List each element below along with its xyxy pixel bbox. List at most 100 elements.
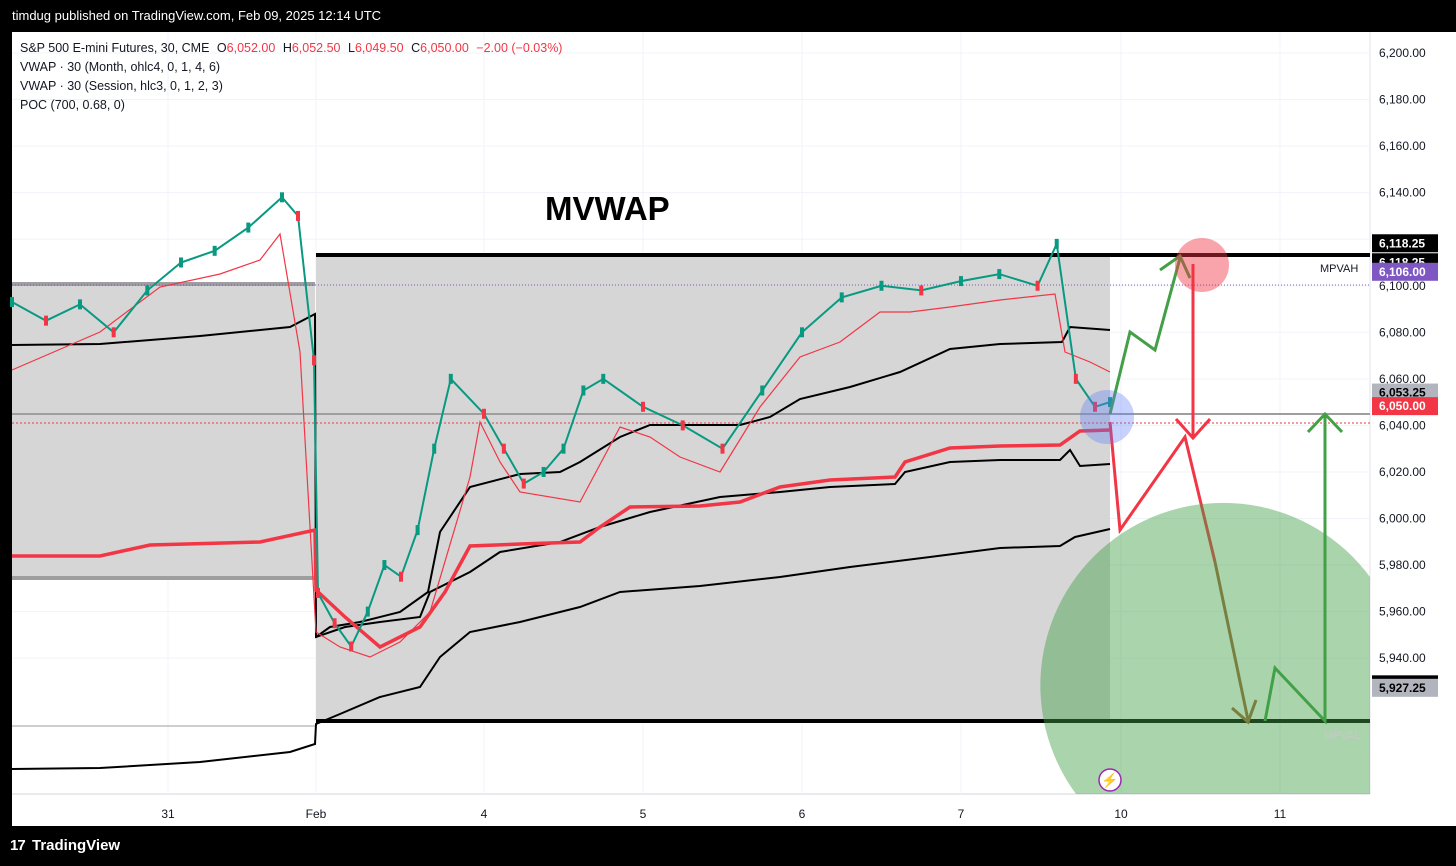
price-point xyxy=(44,315,48,326)
forecast-green-up xyxy=(1108,253,1344,725)
sell-zone-marker xyxy=(1175,238,1229,292)
price-point xyxy=(919,285,924,296)
price-point xyxy=(179,257,183,268)
time-tick-label: Feb xyxy=(306,807,327,821)
time-tick-label: 10 xyxy=(1114,807,1128,821)
legend-o-label: O xyxy=(217,41,227,55)
target-zone-circle xyxy=(1040,502,1370,794)
mpvah-label: MPVAH xyxy=(1320,263,1358,275)
price-label-text: 5,927.25 xyxy=(1379,681,1426,695)
price-point xyxy=(145,285,150,296)
legend-open: 6,052.00 xyxy=(227,41,276,55)
price-tick-label: 6,040.00 xyxy=(1379,418,1426,432)
price-point xyxy=(839,292,844,303)
price-point xyxy=(561,443,566,454)
price-label-text: 6,053.25 xyxy=(1379,386,1426,400)
price-point xyxy=(1108,397,1112,408)
price-tick-label: 6,200.00 xyxy=(1379,46,1426,60)
price-marks xyxy=(10,192,1112,652)
price-tick-label: 5,940.00 xyxy=(1379,651,1426,665)
price-point xyxy=(78,299,82,310)
price-point xyxy=(879,280,884,291)
lightning-icon[interactable]: ⚡ xyxy=(1098,768,1122,792)
price-tick-label: 5,980.00 xyxy=(1379,558,1426,572)
mpval-label: MPVAL xyxy=(1324,730,1360,742)
tradingview-logo[interactable]: 17 TradingView xyxy=(10,837,120,854)
time-tick-label: 7 xyxy=(958,807,965,821)
publish-text: timdug published on TradingView.com, Feb… xyxy=(12,8,382,23)
price-label-text: 6,106.00 xyxy=(1379,265,1426,279)
price-point xyxy=(316,587,320,598)
price-label-tag: 5,927.25 xyxy=(1372,678,1438,697)
price-point xyxy=(448,373,453,384)
legend-low: 6,049.50 xyxy=(355,41,404,55)
price-label-tag: 6,050.00 xyxy=(1372,397,1438,416)
price-label-bg xyxy=(1372,262,1438,281)
legend-change: −2.00 (−0.03%) xyxy=(476,41,562,55)
legend-h-label: H xyxy=(283,41,292,55)
prior-vah-line xyxy=(12,282,315,286)
price-label-tag: 6,053.25 xyxy=(1372,383,1438,402)
svg-text:S&P 500 E-mini Futures, 30, CM: S&P 500 E-mini Futures, 30, CME O6,052.0… xyxy=(20,41,562,55)
price-point xyxy=(760,385,765,396)
price-point xyxy=(1035,280,1040,291)
legend: S&P 500 E-mini Futures, 30, CME O6,052.0… xyxy=(20,41,562,112)
price-label-bg xyxy=(1372,234,1438,253)
legend-line-3: POC (700, 0.68, 0) xyxy=(20,98,125,112)
price-point xyxy=(382,560,387,571)
price-point xyxy=(212,245,217,256)
price-point xyxy=(1093,401,1097,412)
time-tick-label: 4 xyxy=(481,807,488,821)
price-labels: 6,118.256,118.256,106.006,053.256,050.00… xyxy=(1372,234,1438,697)
price-point xyxy=(601,373,606,384)
price-label-bg xyxy=(1372,678,1438,697)
svg-text:⚡: ⚡ xyxy=(1101,772,1118,789)
price-point xyxy=(246,222,251,233)
prior-val-line xyxy=(12,576,315,580)
price-label-bg xyxy=(1372,397,1438,416)
price-point xyxy=(10,297,14,308)
price-tick-label: 6,160.00 xyxy=(1379,139,1426,153)
time-tick-label: 11 xyxy=(1274,807,1287,821)
price-label-tag: 6,106.00 xyxy=(1372,262,1438,281)
value-area-box xyxy=(316,255,1110,721)
price-point xyxy=(415,525,420,536)
price-point xyxy=(296,210,300,221)
vwap-upper-band-1 xyxy=(11,312,1111,639)
price-point xyxy=(349,641,354,652)
footer: 17 TradingView xyxy=(0,826,1456,866)
price-tick-label: 6,060.00 xyxy=(1379,372,1426,386)
time-axis[interactable] xyxy=(12,794,1370,826)
price-point xyxy=(501,443,506,454)
price-tick-label: 6,180.00 xyxy=(1379,93,1426,107)
price-label-tag: 6,118.25 xyxy=(1372,234,1438,253)
time-tick-label: 5 xyxy=(640,807,647,821)
mvwap-annotation: MVWAP xyxy=(545,190,670,227)
price-tick-label: 6,140.00 xyxy=(1379,186,1426,200)
price-point xyxy=(581,385,586,396)
price-point xyxy=(997,269,1002,280)
price-point xyxy=(521,478,526,489)
price-point xyxy=(312,355,316,366)
vwap-lower-band-1 xyxy=(11,528,1111,770)
price-label-text: 6,050.00 xyxy=(1379,399,1426,413)
price-path xyxy=(11,195,1111,649)
price-tick-label: 6,100.00 xyxy=(1379,279,1426,293)
price-tick-label: 6,020.00 xyxy=(1379,465,1426,479)
legend-line-1: VWAP · 30 (Month, ohlc4, 0, 1, 4, 6) xyxy=(20,60,220,74)
price-label-bg xyxy=(1372,383,1438,402)
price-point xyxy=(399,571,403,582)
price-point xyxy=(1054,238,1059,249)
entry-zone-marker xyxy=(1080,390,1134,444)
legend-close: 6,050.00 xyxy=(420,41,469,55)
price-tick-label: 6,000.00 xyxy=(1379,512,1426,526)
price-point xyxy=(332,618,337,629)
price-tick-label: 5,960.00 xyxy=(1379,605,1426,619)
price-chart[interactable]: ⚡ MVWAP MPVAH MPVAL S&P 500 E-mini Futur… xyxy=(0,32,1456,826)
legend-high: 6,052.50 xyxy=(292,41,341,55)
prior-value-area xyxy=(12,282,315,579)
price-point xyxy=(1073,373,1078,384)
price-point xyxy=(680,420,685,431)
time-tick-label: 31 xyxy=(161,807,175,821)
price-point xyxy=(482,408,486,419)
